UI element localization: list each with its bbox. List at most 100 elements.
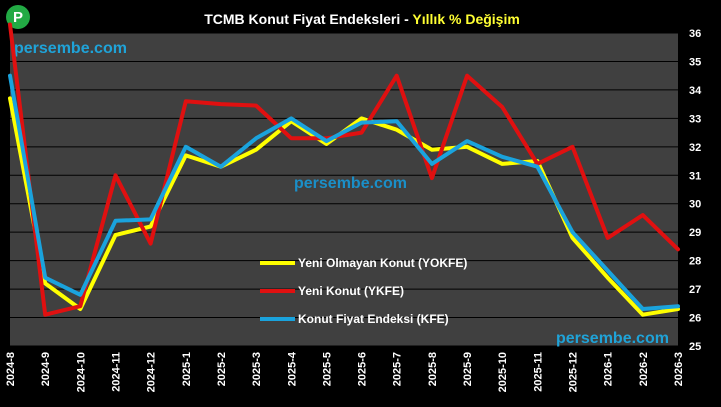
watermark-top-left: persembe.com	[14, 40, 127, 57]
chart-subtitle: Yıllık % Değişim	[412, 11, 519, 27]
y-tick-label: 29	[689, 227, 701, 239]
y-tick-label: 33	[689, 113, 701, 125]
x-axis-ticks: 2024-8 2024-9 2024-10 2024-11 2024-12 2025-1 2…	[5, 351, 685, 392]
data-point	[500, 155, 504, 159]
data-point	[465, 145, 469, 149]
watermark-center: persembe.com	[294, 175, 407, 192]
grid-layer	[10, 32, 678, 347]
data-point	[500, 162, 504, 166]
series-layer	[8, 22, 680, 317]
series-2	[8, 73, 680, 311]
x-tick-label: 2025-2	[216, 352, 228, 386]
series-1	[8, 22, 680, 317]
data-point	[676, 247, 680, 251]
x-tick-label: 2025-6	[357, 352, 369, 386]
data-point	[571, 230, 575, 234]
data-point	[43, 281, 47, 285]
x-tick-label: 2025-4	[286, 351, 298, 386]
x-tick-label: 2024-9	[40, 352, 52, 386]
legend-label-yokfe: Yeni Olmayan Konut (YOKFE)	[298, 256, 467, 270]
x-tick-label: 2026-1	[603, 352, 615, 386]
data-point	[184, 153, 188, 157]
data-point	[500, 105, 504, 109]
data-point	[289, 116, 293, 120]
data-point	[676, 304, 680, 308]
data-point	[184, 145, 188, 149]
data-point	[43, 313, 47, 317]
x-tick-label: 2026-2	[638, 352, 650, 386]
data-point	[571, 236, 575, 240]
data-point	[254, 148, 258, 152]
data-point	[149, 217, 153, 221]
x-tick-label: 2025-3	[251, 352, 263, 386]
data-point	[535, 165, 539, 169]
y-axis-ticks: 25 26 27 28 29 30 31 32 33 34 35 36	[689, 28, 702, 353]
data-point	[324, 139, 328, 143]
x-tick-label: 2025-9	[462, 352, 474, 386]
data-point	[78, 293, 82, 297]
data-point	[149, 224, 153, 228]
x-tick-label: 2024-8	[5, 352, 17, 386]
y-tick-label: 30	[689, 199, 701, 211]
x-tick-label: 2024-12	[146, 352, 158, 392]
logo-letter: P	[13, 9, 23, 26]
legend-label-kfe: Konut Fiyat Endeksi (KFE)	[298, 312, 449, 326]
x-tick-label: 2024-10	[75, 352, 87, 392]
series-line	[8, 73, 680, 311]
data-point	[571, 145, 575, 149]
data-point	[606, 276, 610, 280]
data-point	[324, 142, 328, 146]
y-tick-label: 35	[689, 56, 701, 68]
x-tick-label: 2025-11	[532, 352, 544, 392]
data-point	[430, 162, 434, 166]
data-point	[606, 236, 610, 240]
watermark-bottom-right: persembe.com	[556, 330, 669, 347]
logo-circle	[6, 5, 30, 29]
y-tick-label: 28	[689, 256, 701, 268]
data-point	[113, 233, 117, 237]
data-point	[360, 131, 364, 135]
data-point	[395, 119, 399, 123]
data-point	[641, 213, 645, 217]
data-point	[78, 304, 82, 308]
data-point	[8, 96, 12, 100]
data-point	[149, 242, 153, 246]
y-tick-label: 25	[689, 341, 701, 353]
y-tick-label: 36	[689, 28, 701, 40]
legend-label-ykfe: Yeni Konut (YKFE)	[298, 284, 404, 298]
data-point	[606, 269, 610, 273]
y-tick-label: 32	[689, 142, 701, 154]
data-point	[641, 307, 645, 311]
data-point	[641, 313, 645, 317]
data-point	[254, 136, 258, 140]
x-tick-label: 2026-3	[673, 352, 685, 386]
x-tick-label: 2025-10	[497, 352, 509, 392]
y-tick-label: 31	[689, 170, 701, 182]
data-point	[430, 176, 434, 180]
y-tick-label: 26	[689, 313, 701, 325]
data-point	[465, 139, 469, 143]
data-point	[219, 102, 223, 106]
x-tick-label: 2025-7	[392, 352, 404, 386]
data-point	[289, 136, 293, 140]
x-tick-label: 2025-8	[427, 352, 439, 386]
data-point	[254, 104, 258, 108]
brand-logo: P	[6, 5, 30, 29]
x-tick-label: 2025-5	[321, 352, 333, 386]
data-point	[219, 165, 223, 169]
series-line	[8, 22, 680, 317]
x-tick-label: 2025-1	[181, 352, 193, 386]
y-tick-label: 34	[689, 85, 702, 97]
data-point	[184, 99, 188, 103]
x-tick-label: 2024-11	[110, 352, 122, 392]
data-point	[113, 219, 117, 223]
data-point	[43, 276, 47, 280]
y-tick-label: 27	[689, 284, 701, 296]
chart-title-main: TCMB Konut Fiyat Endeksleri -	[204, 11, 412, 27]
data-point	[360, 121, 364, 125]
data-point	[8, 22, 12, 26]
x-tick-label: 2025-12	[568, 352, 580, 392]
data-point	[360, 116, 364, 120]
